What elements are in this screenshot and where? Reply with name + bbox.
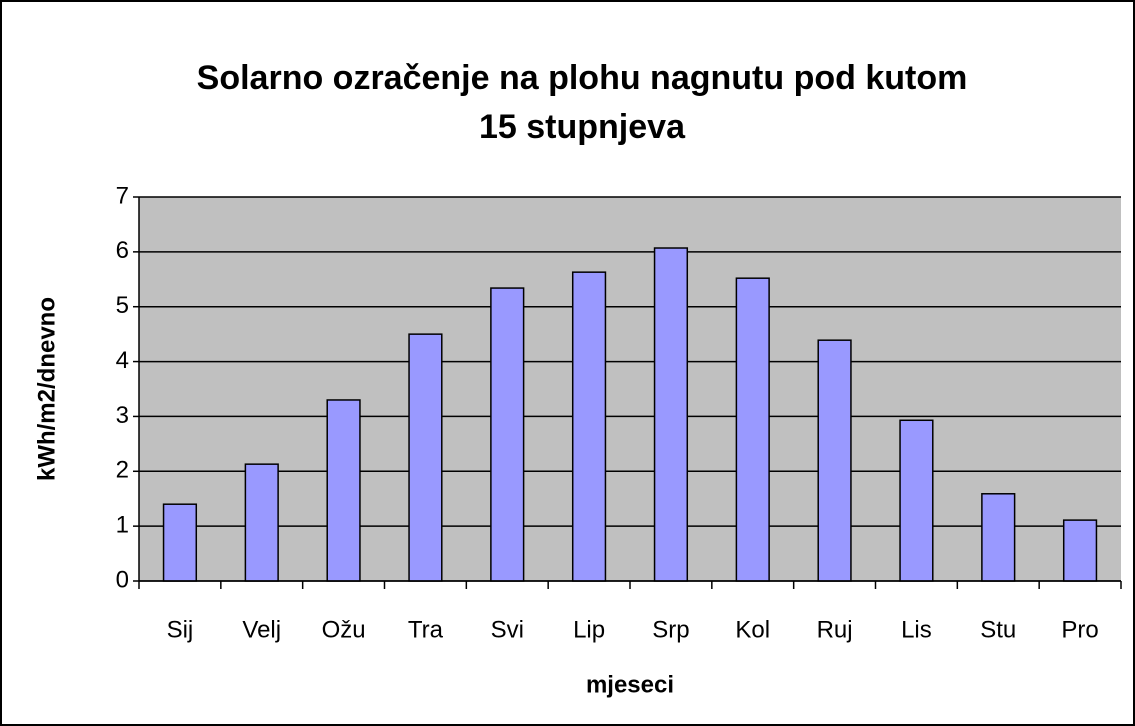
bar [408,333,443,582]
x-tick-label: Stu [980,616,1016,643]
y-tick-label: 1 [116,511,129,538]
bar [162,503,198,582]
x-tick-label: Ruj [817,616,853,643]
bar [817,339,852,582]
y-tick-label: 7 [116,182,129,209]
bar [899,419,934,582]
chart-title: 15 stupnjeva [479,108,686,146]
y-tick-label: 6 [116,237,129,264]
y-tick-label: 2 [116,457,129,484]
bar [1062,519,1098,582]
bar [653,247,689,582]
plot-area [139,197,1121,581]
x-tick-label: Velj [242,616,281,643]
x-tick-label: Ožu [322,616,366,643]
x-tick-label: Srp [652,616,689,643]
bar [326,399,361,582]
y-tick-label: 5 [116,292,129,319]
y-tick-label: 0 [116,566,129,593]
x-tick-label: Sij [167,616,194,643]
chart-title: Solarno ozračenje na plohu nagnutu pod k… [197,59,968,97]
y-tick-label: 3 [116,402,129,429]
x-tick-label: Svi [491,616,524,643]
bar [735,277,770,582]
y-axis-label: kWh/m2/dnevno [33,297,60,481]
x-tick-label: Tra [408,616,444,643]
bar [981,493,1016,582]
x-tick-label: Lis [901,616,932,643]
bar [490,287,525,582]
x-tick-label: Lip [573,616,605,643]
bar [244,463,279,582]
y-tick-label: 4 [116,347,129,374]
x-tick-label: Pro [1061,616,1098,643]
x-tick-label: Kol [735,616,770,643]
bar [571,271,607,582]
x-axis-label: mjeseci [586,671,674,698]
